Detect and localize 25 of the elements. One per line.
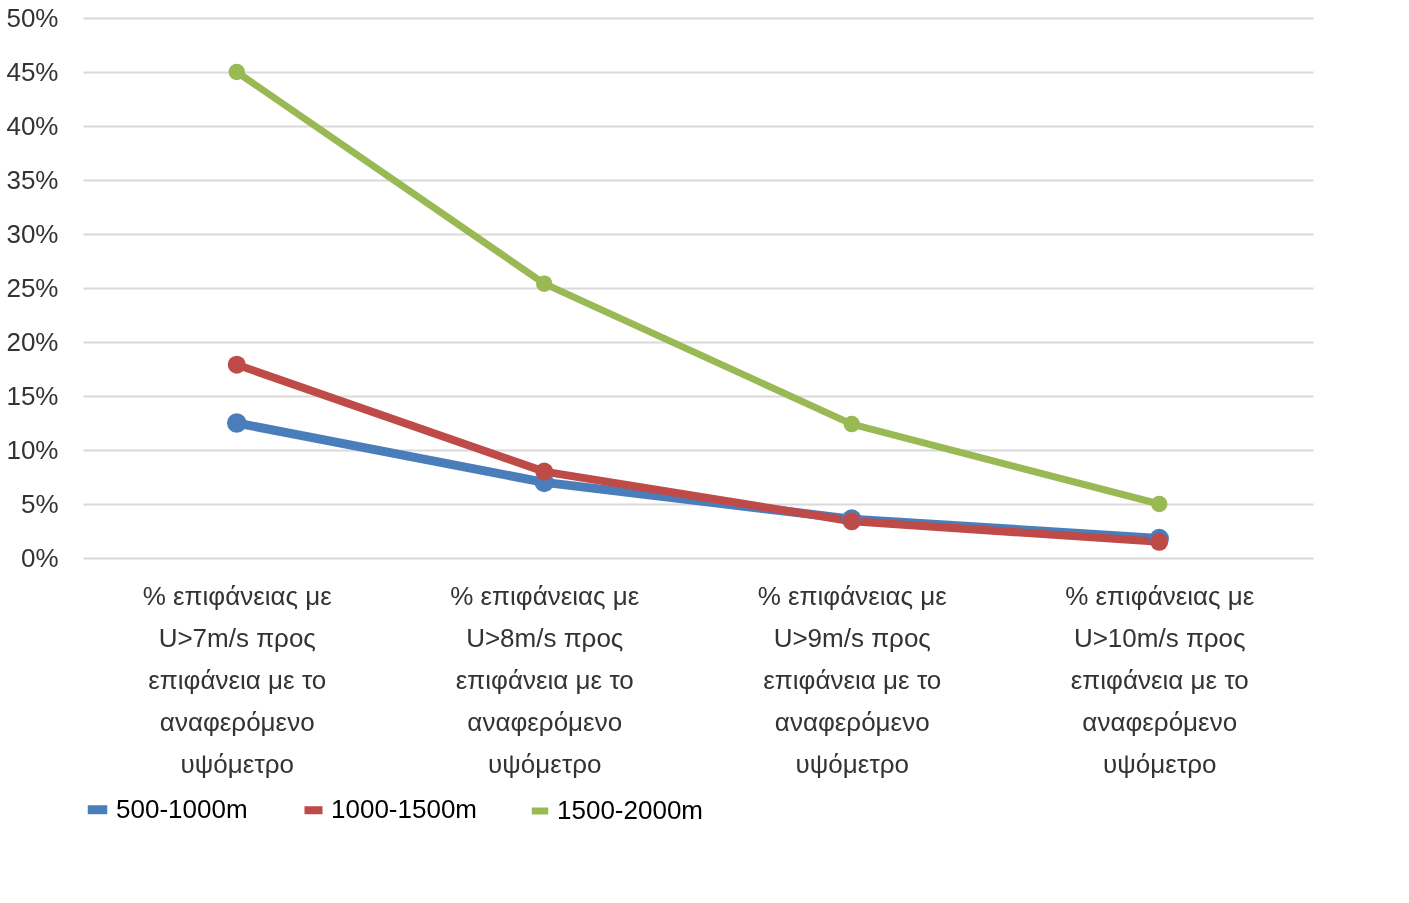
y-tick-label: 10% [6, 434, 59, 465]
y-tick-label: 25% [6, 272, 59, 303]
x-tick-label: % επιφάνειας με U>10m/s προς επιφάνεια με το αναφερόμενο υψόμετρο [1065, 580, 1255, 779]
point [535, 462, 554, 481]
point [228, 63, 245, 81]
y-tick-label: 30% [6, 218, 59, 249]
legend-label: 1500-2000m [557, 795, 703, 825]
y-tick-label: 50% [6, 2, 59, 33]
x-tick-label: % επιφάνειας με U>9m/s προς επιφάνεια με το αναφερόμενο υψόμετρο [757, 580, 948, 779]
point [227, 413, 247, 433]
y-tick-label: 45% [6, 56, 59, 87]
y-tick-label: 15% [6, 380, 59, 411]
point [227, 355, 246, 374]
point [536, 275, 553, 292]
y-tick-label: 20% [6, 326, 59, 357]
y-tick-label: 40% [6, 110, 59, 141]
y-tick-label: 35% [6, 164, 59, 195]
point [843, 415, 860, 433]
x-tick-label: % επιφάνειας με U>7m/s προς επιφάνεια με το αναφερόμενο υψόμετρο [142, 580, 333, 779]
y-tick-label: 0% [20, 542, 59, 573]
legend-label: 1000-1500m [331, 794, 477, 825]
point [1151, 495, 1168, 513]
y-tick-label: 5% [20, 488, 59, 519]
x-tick-label: % επιφάνειας με U>8m/s προς επιφάνεια με το αναφερόμενο υψόμετρο [450, 580, 640, 779]
legend-label: 500-1000m [116, 793, 248, 824]
